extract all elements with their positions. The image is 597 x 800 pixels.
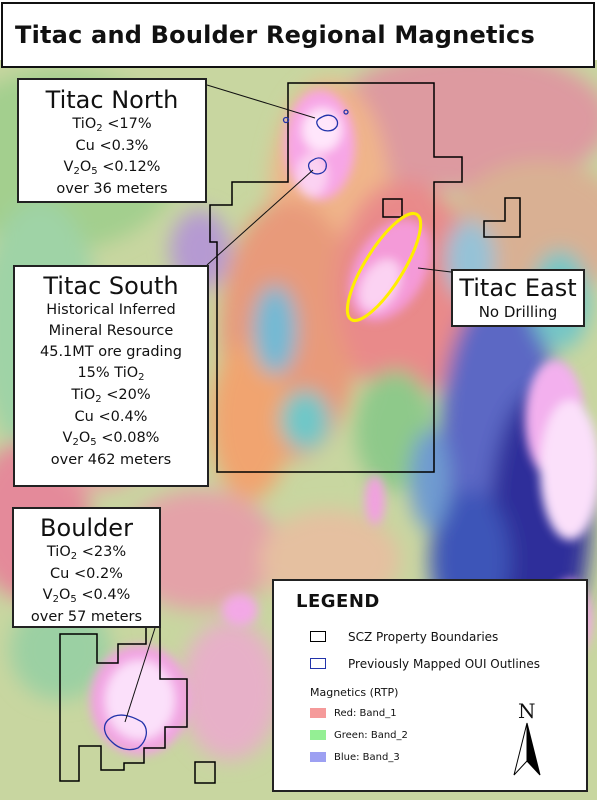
band3-swatch — [310, 752, 326, 762]
callout-titac-south: Titac South Historical Inferred Mineral … — [13, 265, 209, 487]
legend-band2-label: Green: Band_2 — [334, 730, 408, 741]
legend-magnetics-title: Magnetics (RTP) — [310, 686, 399, 699]
boulder-name: Boulder — [40, 514, 133, 542]
boulder-interval: over 57 meters — [30, 609, 143, 625]
leader-titac-east — [417, 267, 452, 273]
titac-east-ellipse — [345, 211, 423, 323]
leader-titac-north — [206, 84, 316, 119]
titac-south-interval: over 462 meters — [50, 452, 172, 468]
titac-south-line2: Mineral Resource — [48, 323, 174, 339]
legend-band1-label: Red: Band_1 — [334, 708, 397, 719]
titac-south-line1: Historical Inferred — [46, 302, 176, 318]
titac-east-name: Titac East — [459, 274, 577, 302]
oui-outlines — [103, 109, 349, 751]
legend-oui-label: Previously Mapped OUI Outlines — [348, 657, 540, 671]
callout-boulder: Boulder TiO2 <23% Cu <0.2% V2O5 <0.4% ov… — [12, 507, 161, 628]
titac-north-tio2: TiO2 <17% — [72, 116, 152, 134]
titac-north-cu: Cu <0.3% — [75, 138, 149, 154]
titac-north-name: Titac North — [45, 86, 179, 114]
titac-north-interval: over 36 meters — [56, 181, 168, 197]
titac-south-line3: 45.1MT ore grading — [40, 344, 182, 360]
oui-outline-swatch — [310, 658, 326, 669]
map-title: Titac and Boulder Regional Magnetics — [15, 21, 535, 49]
leader-lines — [124, 84, 452, 723]
titac-south-v2o5: V2O5 <0.08% — [62, 430, 160, 448]
boulder-v2o5: V2O5 <0.4% — [42, 587, 131, 605]
titac-north-v2o5: V2O5 <0.12% — [63, 159, 161, 177]
legend-title: LEGEND — [296, 591, 380, 612]
titac-south-name: Titac South — [43, 272, 179, 300]
boulder-tio2: TiO2 <23% — [46, 544, 127, 562]
titac-south-cu: Cu <0.4% — [74, 409, 148, 425]
callout-titac-north: Titac North TiO2 <17% Cu <0.3% V2O5 <0.1… — [17, 78, 207, 203]
north-arrow-icon — [513, 722, 541, 776]
callout-titac-east: Titac East No Drilling — [451, 269, 585, 327]
legend-property-label: SCZ Property Boundaries — [348, 630, 499, 644]
legend-band3-label: Blue: Band_3 — [334, 752, 400, 763]
band1-swatch — [310, 708, 326, 718]
boulder-cu: Cu <0.2% — [50, 566, 123, 582]
titac-south-grade: 15% TiO2 — [77, 365, 145, 383]
leader-boulder — [124, 627, 156, 723]
north-arrow-label: N — [518, 699, 536, 723]
legend: LEGEND SCZ Property Boundaries Previousl… — [272, 579, 588, 792]
titac-south-tio2: TiO2 <20% — [71, 387, 151, 405]
titac-east-note: No Drilling — [478, 303, 558, 321]
leader-titac-south — [206, 169, 314, 266]
title-box: Titac and Boulder Regional Magnetics — [1, 2, 595, 68]
band2-swatch — [310, 730, 326, 740]
property-boundaries — [59, 82, 521, 784]
property-boundary-swatch — [310, 631, 326, 642]
